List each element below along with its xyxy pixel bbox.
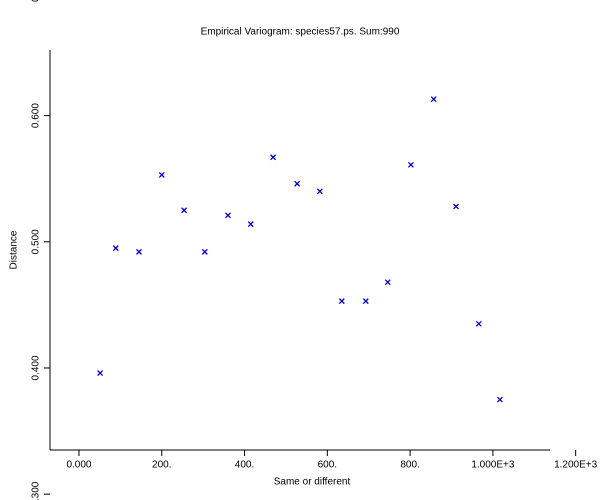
x-tick-label: 200. <box>152 460 171 471</box>
x-axis-label: Same or different <box>274 477 351 488</box>
marker <box>270 154 277 161</box>
marker <box>97 370 104 376</box>
marker <box>136 248 142 255</box>
marker <box>475 320 482 327</box>
marker <box>294 180 301 187</box>
marker <box>316 188 323 195</box>
marker <box>247 221 254 228</box>
marker <box>158 171 165 178</box>
y-tick-label: 0.700 <box>31 0 42 2</box>
marker <box>112 245 119 252</box>
y-tick-label: 0.300 <box>31 481 42 500</box>
x-tick-label: 400. <box>235 460 254 471</box>
x-tick-label: 800. <box>400 460 419 471</box>
marker <box>496 396 503 403</box>
x-tick-label: 1.200E+3 <box>554 460 598 471</box>
x-tick-label: 1.000E+3 <box>471 460 515 471</box>
y-tick-label: 0.600 <box>31 103 42 128</box>
y-tick-label: 0.400 <box>31 355 42 380</box>
marker <box>430 96 437 103</box>
marker <box>225 212 231 219</box>
y-axis-label: Distance <box>9 230 20 269</box>
chart-title: Empirical Variogram: species57.ps. Sum:9… <box>201 27 400 38</box>
marker <box>453 203 460 210</box>
marker <box>384 279 391 286</box>
y-tick-label: 0.500 <box>31 229 42 254</box>
x-tick-label: 600. <box>318 460 337 471</box>
marker <box>407 161 414 168</box>
marker <box>201 248 208 255</box>
x-tick-label: 0.000 <box>66 460 91 471</box>
marker <box>362 298 369 305</box>
marker <box>181 207 188 214</box>
marker <box>338 298 345 305</box>
